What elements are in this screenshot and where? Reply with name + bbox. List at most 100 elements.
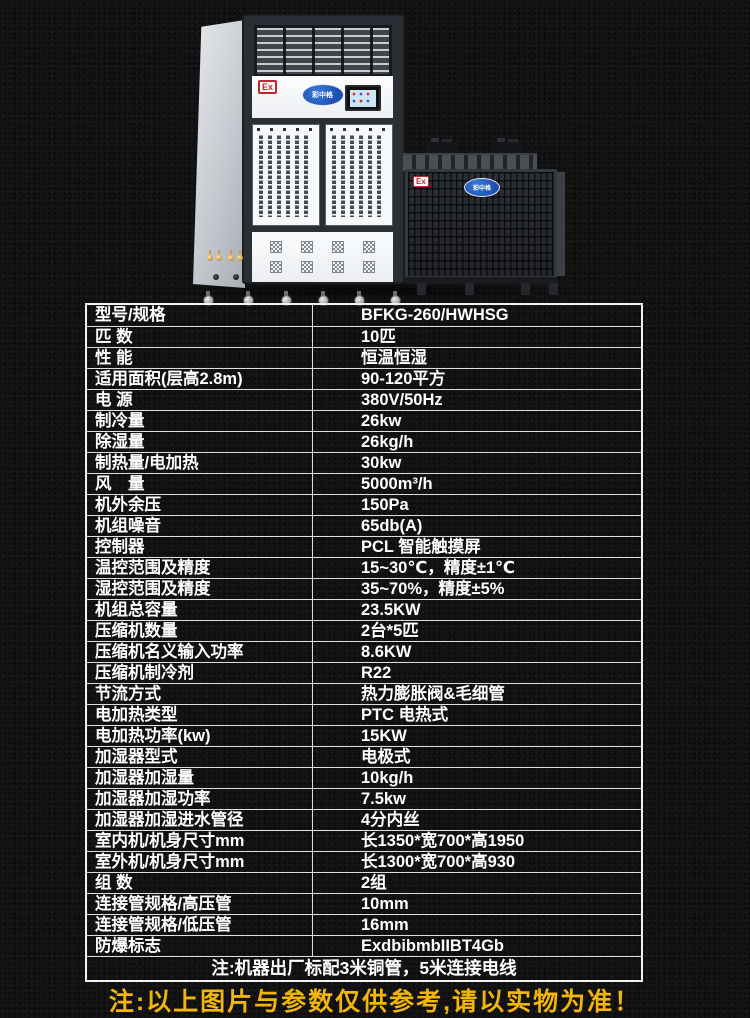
spec-label: 控制器 bbox=[87, 537, 313, 557]
spec-value: 90-120平方 bbox=[361, 370, 446, 388]
indoor-unit-header-panel: Ex 彩中格 bbox=[252, 76, 393, 118]
spec-label: 温控范围及精度 bbox=[87, 558, 313, 578]
spec-label: 型号/规格 bbox=[87, 305, 313, 326]
drain-port-icon bbox=[213, 274, 219, 280]
vent-grille-icon bbox=[301, 261, 313, 273]
spec-value: 7.5kw bbox=[361, 790, 406, 808]
spec-table-body: 型号/规格 BFKG-260/HWHSG 匹 数 10匹 性 能 恒温恒湿 适用… bbox=[87, 305, 641, 956]
fan-motor-icon bbox=[425, 138, 457, 155]
brass-valve-icon bbox=[207, 255, 213, 261]
touchscreen-controller bbox=[345, 85, 381, 111]
outdoor-foot bbox=[465, 283, 474, 298]
table-row: 压缩机名义输入功率 8.6KW bbox=[87, 641, 641, 662]
caster-wheel bbox=[318, 291, 329, 306]
table-row: 湿控范围及精度 35~70%，精度±5% bbox=[87, 578, 641, 599]
table-row: 连接管规格/高压管 10mm bbox=[87, 893, 641, 914]
spec-value: PTC 电热式 bbox=[361, 706, 449, 724]
spec-value: 10匹 bbox=[361, 328, 396, 346]
table-row: 室外机/机身尺寸mm 长1300*宽700*高930 bbox=[87, 851, 641, 872]
outdoor-unit: Ex 彩中格 bbox=[403, 138, 565, 298]
brass-valve-icon bbox=[228, 255, 234, 261]
table-row: 机外余压 150Pa bbox=[87, 494, 641, 515]
spec-value: 16mm bbox=[361, 916, 409, 934]
spec-value: ExdbibmbIIBT4Gb bbox=[361, 937, 505, 955]
vent-grille-icon bbox=[301, 241, 313, 253]
spec-value: 65db(A) bbox=[361, 517, 423, 535]
spec-value: BFKG-260/HWHSG bbox=[361, 306, 509, 324]
refrigerant-valve bbox=[239, 250, 241, 255]
spec-value: 10mm bbox=[361, 895, 409, 913]
table-row: 连接管规格/低压管 16mm bbox=[87, 914, 641, 935]
spec-value: R22 bbox=[361, 664, 392, 682]
filter-door-left bbox=[252, 124, 320, 226]
spec-label: 制热量/电加热 bbox=[87, 453, 313, 473]
spec-label: 节流方式 bbox=[87, 684, 313, 704]
vent-grille-icon bbox=[332, 241, 344, 253]
spec-value: 35~70%，精度±5% bbox=[361, 580, 505, 598]
outdoor-foot bbox=[417, 283, 426, 298]
disclaimer-text: 注:以上图片与参数仅供参考,请以实物为准！ bbox=[108, 988, 642, 1016]
spec-label: 机组噪音 bbox=[87, 516, 313, 536]
spec-value: 5000m³/h bbox=[361, 475, 433, 493]
refrigerant-valve bbox=[230, 250, 232, 255]
table-row: 电加热类型 PTC 电热式 bbox=[87, 704, 641, 725]
spec-value: 380V/50Hz bbox=[361, 391, 443, 409]
table-row: 室内机/机身尺寸mm 长1350*宽700*高1950 bbox=[87, 830, 641, 851]
table-row: 压缩机数量 2台*5匹 bbox=[87, 620, 641, 641]
table-row: 机组噪音 65db(A) bbox=[87, 515, 641, 536]
spec-table: 型号/规格 BFKG-260/HWHSG 匹 数 10匹 性 能 恒温恒湿 适用… bbox=[85, 303, 643, 982]
spec-label: 连接管规格/高压管 bbox=[87, 894, 313, 914]
spec-label: 机组总容量 bbox=[87, 600, 313, 620]
table-row: 适用面积(层高2.8m) 90-120平方 bbox=[87, 368, 641, 389]
indoor-unit-bottom-panel bbox=[252, 232, 393, 282]
spec-label: 性 能 bbox=[87, 348, 313, 368]
spec-label: 机外余压 bbox=[87, 495, 313, 515]
spec-label: 压缩机数量 bbox=[87, 621, 313, 641]
spec-value: 23.5KW bbox=[361, 601, 421, 619]
spec-label: 制冷量 bbox=[87, 411, 313, 431]
table-row: 制冷量 26kw bbox=[87, 410, 641, 431]
spec-value: 30kw bbox=[361, 454, 402, 472]
explosion-proof-ex-mark: Ex bbox=[413, 176, 429, 187]
refrigerant-valve bbox=[218, 250, 220, 255]
spec-label: 电 源 bbox=[87, 390, 313, 410]
spec-label: 风 量 bbox=[87, 474, 313, 494]
indoor-unit-side-panel bbox=[193, 20, 245, 288]
spec-label: 适用面积(层高2.8m) bbox=[87, 369, 313, 389]
brand-logo: 彩中格 bbox=[464, 178, 500, 197]
spec-value: 8.6KW bbox=[361, 643, 412, 661]
brand-logo: 彩中格 bbox=[301, 84, 344, 106]
drain-port-icon bbox=[233, 274, 239, 280]
spec-label: 室内机/机身尺寸mm bbox=[87, 831, 313, 851]
table-row: 组 数 2组 bbox=[87, 872, 641, 893]
spec-value: 2台*5匹 bbox=[361, 622, 419, 640]
spec-label: 压缩机名义输入功率 bbox=[87, 642, 313, 662]
spec-value: 10kg/h bbox=[361, 769, 414, 787]
outdoor-top-slats bbox=[403, 153, 537, 171]
spec-label: 加湿器加湿量 bbox=[87, 768, 313, 788]
table-row: 压缩机制冷剂 R22 bbox=[87, 662, 641, 683]
caster-wheel bbox=[243, 291, 254, 306]
indoor-unit: Ex 彩中格 bbox=[193, 12, 405, 306]
table-row: 除湿量 26kg/h bbox=[87, 431, 641, 452]
spec-value: 恒温恒湿 bbox=[361, 349, 427, 367]
spec-label: 湿控范围及精度 bbox=[87, 579, 313, 599]
spec-label: 电加热类型 bbox=[87, 705, 313, 725]
spec-value: 15~30℃，精度±1℃ bbox=[361, 559, 516, 577]
spec-label: 匹 数 bbox=[87, 327, 313, 347]
spec-value: 150Pa bbox=[361, 496, 409, 514]
fan-motor-icon bbox=[491, 138, 523, 155]
table-row: 电 源 380V/50Hz bbox=[87, 389, 641, 410]
table-row: 加湿器加湿量 10kg/h bbox=[87, 767, 641, 788]
spec-label: 加湿器加湿功率 bbox=[87, 789, 313, 809]
filter-door-panels bbox=[252, 124, 393, 226]
caster-wheel bbox=[390, 291, 401, 306]
table-row: 制热量/电加热 30kw bbox=[87, 452, 641, 473]
table-row: 防爆标志 ExdbibmbIIBT4Gb bbox=[87, 935, 641, 956]
brass-valve-icon bbox=[237, 255, 243, 261]
table-row: 性 能 恒温恒湿 bbox=[87, 347, 641, 368]
outdoor-base-rail bbox=[405, 277, 557, 284]
spec-label: 加湿器型式 bbox=[87, 747, 313, 767]
outdoor-unit-side bbox=[557, 172, 565, 276]
vent-grille-icon bbox=[363, 261, 375, 273]
